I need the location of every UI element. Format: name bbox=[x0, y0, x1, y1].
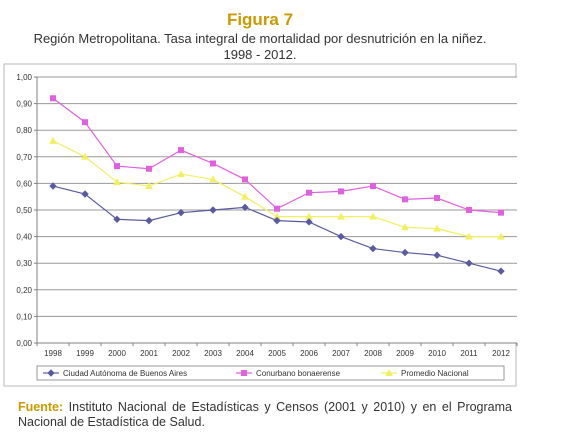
y-tick-label: 0,10 bbox=[16, 312, 32, 321]
data-point bbox=[305, 218, 313, 226]
series-0 bbox=[49, 182, 505, 275]
gridlines bbox=[34, 76, 518, 346]
data-point bbox=[498, 209, 504, 216]
x-tick-label: 2002 bbox=[172, 349, 190, 358]
source-text: Instituto Nacional de Estadísticas y Cen… bbox=[18, 400, 512, 429]
data-point bbox=[401, 248, 409, 257]
data-point bbox=[369, 244, 377, 253]
legend-box bbox=[36, 365, 505, 381]
data-point bbox=[433, 224, 441, 232]
series-1 bbox=[50, 95, 504, 216]
legend-marker bbox=[47, 369, 55, 377]
y-tick-label: 0,80 bbox=[16, 126, 32, 135]
y-tick-label: 0,40 bbox=[16, 233, 32, 242]
data-point bbox=[209, 175, 217, 183]
source-note: Fuente: Instituto Nacional de Estadístic… bbox=[18, 400, 512, 430]
data-point bbox=[113, 178, 121, 186]
data-point bbox=[114, 163, 120, 170]
y-tick-label: 0,50 bbox=[16, 206, 32, 215]
data-point bbox=[369, 212, 377, 220]
data-point bbox=[273, 216, 281, 225]
figure-subtitle: Región Metropolitana. Tasa integral de m… bbox=[0, 31, 520, 63]
y-tick-label: 0,60 bbox=[16, 179, 32, 188]
data-point bbox=[81, 190, 89, 198]
legend: Ciudad Autónoma de Buenos Aires Conurbano… bbox=[43, 368, 469, 378]
legend-label: Ciudad Autónoma de Buenos Aires bbox=[63, 369, 187, 378]
figure-subtitle-line1: Región Metropolitana. Tasa integral de m… bbox=[33, 31, 487, 46]
data-point bbox=[50, 95, 56, 102]
series-group bbox=[49, 95, 505, 275]
legend-item: Promedio Nacional bbox=[381, 368, 469, 378]
data-point bbox=[338, 188, 344, 195]
data-point bbox=[81, 152, 89, 160]
legend-item: Conurbano bonaerense bbox=[236, 369, 341, 378]
data-point bbox=[402, 196, 408, 203]
legend-marker bbox=[241, 370, 247, 376]
x-tick-label: 2005 bbox=[268, 349, 286, 358]
x-tick-label: 2000 bbox=[108, 349, 126, 358]
x-tick-label: 2006 bbox=[300, 349, 318, 358]
data-point bbox=[337, 232, 345, 241]
data-point bbox=[241, 203, 249, 212]
data-point bbox=[209, 206, 217, 214]
x-tick-label: 2004 bbox=[236, 349, 254, 358]
data-point bbox=[177, 170, 185, 178]
legend-label: Promedio Nacional bbox=[401, 369, 469, 378]
y-tick-label: 0,20 bbox=[16, 286, 32, 295]
data-point bbox=[146, 165, 152, 172]
figure-subtitle-line2: 1998 - 2012. bbox=[223, 47, 297, 62]
x-tick-label: 2009 bbox=[396, 349, 414, 358]
data-point bbox=[274, 205, 280, 212]
data-point bbox=[370, 183, 376, 190]
y-tick-label: 0,90 bbox=[16, 100, 32, 109]
data-point bbox=[466, 207, 472, 213]
y-tick-labels: 0,00 0,10 0,20 0,30 0,40 0,50 0,60 0,70 0,80 0,90… bbox=[16, 73, 32, 348]
legend-item: Ciudad Autónoma de Buenos Aires bbox=[43, 369, 187, 378]
y-tick-label: 1,00 bbox=[16, 73, 32, 82]
data-point bbox=[178, 147, 184, 154]
data-point bbox=[465, 259, 473, 267]
x-tick-label: 1999 bbox=[76, 349, 94, 358]
x-tick-label: 2010 bbox=[428, 349, 446, 358]
data-point bbox=[465, 232, 473, 240]
data-point bbox=[434, 195, 440, 202]
data-point bbox=[337, 212, 345, 220]
legend-label: Conurbano bonaerense bbox=[256, 369, 341, 378]
data-point bbox=[49, 136, 57, 144]
data-point bbox=[145, 216, 153, 225]
source-label: Fuente: bbox=[18, 400, 64, 414]
data-point bbox=[497, 232, 505, 240]
data-point bbox=[145, 182, 153, 190]
data-point bbox=[113, 215, 121, 224]
data-point bbox=[241, 192, 249, 200]
data-point bbox=[177, 208, 185, 217]
data-point bbox=[497, 267, 505, 275]
y-tick-label: 0,70 bbox=[16, 153, 32, 162]
y-tick-label: 0,00 bbox=[16, 339, 32, 348]
data-point bbox=[242, 176, 248, 183]
data-point bbox=[49, 182, 57, 190]
x-tick-label: 2008 bbox=[364, 349, 382, 358]
data-point bbox=[306, 189, 312, 196]
x-tick-label: 2001 bbox=[140, 349, 158, 358]
x-tick-labels: 1998 1999 2000 2001 2002 2003 2004 2005 2006 2007… bbox=[44, 349, 510, 358]
legend-marker bbox=[385, 368, 393, 376]
y-tick-label: 0,30 bbox=[16, 259, 32, 268]
line-chart: 0,00 0,10 0,20 0,30 0,40 0,50 0,60 0,70 0,80 0,90… bbox=[3, 63, 518, 387]
figure-title: Figura 7 bbox=[226, 10, 294, 29]
x-tick-label: 1998 bbox=[44, 349, 62, 358]
x-tick-label: 2003 bbox=[204, 349, 222, 358]
data-point bbox=[401, 223, 409, 231]
x-tick-label: 2012 bbox=[492, 349, 510, 358]
data-point bbox=[433, 251, 441, 259]
data-point bbox=[210, 160, 216, 167]
data-point bbox=[82, 119, 88, 126]
x-tick-label: 2011 bbox=[460, 349, 478, 358]
x-tick-label: 2007 bbox=[332, 349, 350, 358]
